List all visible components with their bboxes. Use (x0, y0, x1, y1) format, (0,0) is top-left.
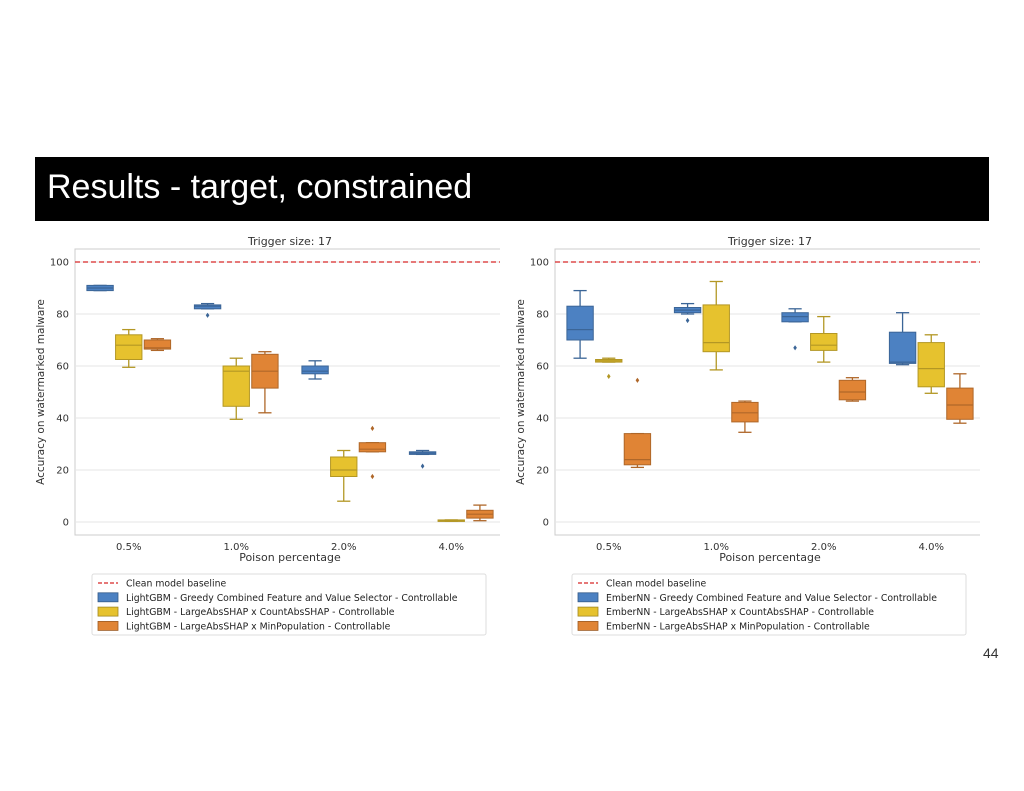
box-1-1 (702, 280, 730, 371)
box-body (702, 304, 730, 353)
x-tick-label: 1.0% (224, 542, 249, 553)
box-0-0 (566, 289, 594, 359)
legend-label: Clean model baseline (126, 579, 226, 590)
box-2-2 (838, 377, 867, 402)
y-tick-label: 20 (56, 466, 69, 477)
box-body (917, 342, 945, 388)
plot-area (554, 248, 980, 536)
slide-title: Results - target, constrained (47, 168, 473, 206)
box-0-3 (408, 449, 437, 469)
legend-marker (97, 606, 119, 617)
box-1-3 (917, 334, 945, 394)
outlier-point (793, 345, 797, 351)
box-body (193, 304, 222, 310)
chart-title: Trigger size: 17 (727, 235, 812, 248)
box-2-1 (731, 400, 759, 433)
box-0-2 (781, 308, 809, 351)
x-tick-label: 4.0% (439, 542, 464, 553)
box-2-2 (358, 425, 387, 480)
legend-label: LightGBM - Greedy Combined Feature and V… (126, 593, 458, 604)
x-tick-label: 4.0% (919, 542, 944, 553)
legend-item: LightGBM - LargeAbsSHAP x CountAbsSHAP -… (97, 606, 395, 618)
box-2-0 (143, 338, 172, 352)
box-body (888, 331, 917, 364)
box-body (731, 401, 759, 423)
plot-area (74, 248, 500, 536)
box-body (301, 365, 329, 375)
box-body (143, 339, 172, 350)
box-1-0 (115, 328, 143, 368)
x-tick-label: 0.5% (116, 542, 141, 553)
box-body (781, 312, 809, 323)
legend-label: LightGBM - LargeAbsSHAP x CountAbsSHAP -… (126, 607, 395, 618)
y-tick-label: 40 (536, 414, 549, 425)
box-plot-embernn: 0 20 40 60 80 100 0.5% 1.0% 2.0% 4.0% Trigger size… (515, 235, 980, 636)
page-number: 44 (983, 645, 999, 661)
y-axis-label: Accuracy on watermarked malware (35, 299, 47, 485)
legend-item: LightGBM - LargeAbsSHAP x MinPopulation … (97, 620, 391, 632)
outlier-point (635, 377, 640, 383)
box-0-1 (673, 302, 702, 324)
legend-marker (577, 592, 599, 603)
outlier-point (685, 317, 690, 324)
box-0-2 (301, 360, 329, 380)
legend-item: EmberNN - LargeAbsSHAP x MinPopulation -… (577, 620, 870, 632)
x-axis-label: Poison percentage (239, 551, 341, 564)
legend-box (91, 573, 487, 636)
legend-item: LightGBM - Greedy Combined Feature and V… (97, 592, 458, 604)
legend-marker (97, 620, 119, 631)
y-tick-label: 80 (56, 310, 69, 321)
x-axis-label: Poison percentage (719, 551, 821, 564)
legend-label: LightGBM - LargeAbsSHAP x MinPopulation … (126, 621, 391, 632)
legend-label: EmberNN - Greedy Combined Feature and Va… (606, 593, 937, 604)
outlier-point (370, 473, 375, 480)
y-tick-label: 60 (536, 362, 549, 373)
chart-title: Trigger size: 17 (247, 235, 332, 248)
box-1-3 (437, 519, 465, 522)
legend-marker (577, 606, 599, 617)
y-tick-label: 20 (536, 466, 549, 477)
box-0-0 (86, 284, 114, 292)
box-2-3 (466, 504, 494, 522)
y-tick-label: 100 (50, 258, 69, 269)
x-tick-label: 2.0% (811, 542, 836, 553)
legend-marker (577, 620, 599, 631)
legend-box (571, 573, 967, 636)
slide-title-bar: Results - target, constrained (35, 157, 989, 221)
legend-label: EmberNN - LargeAbsSHAP x CountAbsSHAP - … (606, 607, 874, 618)
box-body (358, 442, 387, 453)
legend-item: EmberNN - LargeAbsSHAP x CountAbsSHAP - … (577, 606, 874, 618)
box-plot-lightgbm: 0 20 40 60 80 100 0.5% 1.0% 2.0% 4.0% Trigger size… (35, 235, 500, 636)
legend-label: EmberNN - LargeAbsSHAP x MinPopulation -… (606, 621, 870, 632)
y-axis-label: Accuracy on watermarked malware (515, 299, 527, 485)
legend-item: Clean model baseline (578, 579, 706, 590)
box-body (330, 456, 358, 477)
legend-marker (97, 592, 119, 603)
y-tick-label: 100 (530, 258, 549, 269)
box-body (810, 333, 838, 351)
y-tick-label: 40 (56, 414, 69, 425)
y-tick-label: 0 (543, 518, 549, 529)
x-tick-label: 1.0% (704, 542, 729, 553)
box-body (838, 379, 867, 401)
box-2-3 (946, 373, 974, 424)
box-body (566, 305, 594, 341)
box-1-2 (810, 315, 838, 363)
box-body (115, 334, 143, 361)
box-2-1 (251, 351, 279, 414)
legend-item: EmberNN - Greedy Combined Feature and Va… (577, 592, 937, 604)
y-tick-label: 80 (536, 310, 549, 321)
box-0-3 (888, 312, 917, 366)
box-body (946, 387, 974, 420)
box-2-0 (623, 377, 652, 469)
x-tick-label: 2.0% (331, 542, 356, 553)
legend-label: Clean model baseline (606, 579, 706, 590)
x-tick-label: 0.5% (596, 542, 621, 553)
y-tick-label: 60 (56, 362, 69, 373)
box-1-1 (222, 357, 250, 420)
box-1-2 (330, 449, 358, 502)
y-tick-label: 0 (63, 518, 69, 529)
box-body (222, 365, 250, 407)
legend-item: Clean model baseline (98, 579, 226, 590)
